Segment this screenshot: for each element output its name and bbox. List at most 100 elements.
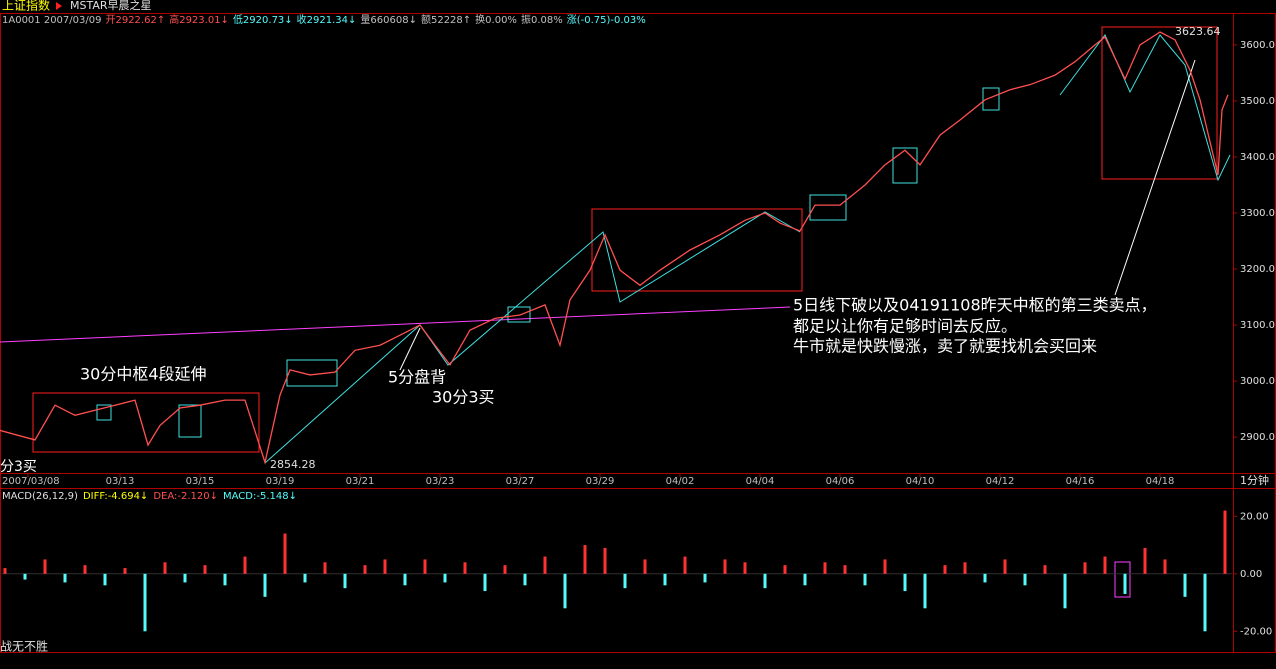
info-item: 高2923.01↓ (169, 13, 229, 26)
x-tick-label: 04/04 (746, 476, 775, 487)
macd-bar (1103, 556, 1107, 574)
info-item: 振0.08% (521, 13, 563, 26)
macd-bar (903, 573, 907, 592)
macd-bar (863, 573, 867, 586)
macd-bar (783, 565, 787, 574)
macd-bar (443, 573, 447, 583)
info-item: 额52228↑ (421, 13, 471, 26)
info-item: 1A0001 2007/03/09 (2, 15, 101, 26)
annotation: 30分中枢4段延伸 (80, 365, 207, 384)
macd-bar (1123, 573, 1127, 594)
x-tick-label: 03/15 (186, 476, 215, 487)
y-tick-label: 3300.0 (1240, 208, 1275, 219)
macd-bar (263, 573, 267, 597)
segment-line (264, 211, 801, 464)
macd-bar (283, 533, 287, 574)
macd-bar (523, 573, 527, 586)
pointer (399, 327, 421, 371)
macd-bar (1163, 559, 1167, 574)
macd-bar (1223, 510, 1227, 574)
y-tick-label: 3400.0 (1240, 152, 1275, 163)
annotation: 5分盘背 (388, 368, 446, 387)
box (1114, 561, 1131, 598)
macd-header: MACD(26,12,9) DIFF:-4.694↓ DEA:-2.120↓ MACD… (2, 491, 297, 502)
x-tick-label: 04/02 (666, 476, 695, 487)
x-tick-label: 03/21 (346, 476, 375, 487)
macd-bar (23, 573, 27, 580)
macd-bar (543, 556, 547, 574)
macd-bar (43, 559, 47, 574)
macd-bar (923, 573, 927, 609)
macd-bar (463, 562, 467, 574)
y-tick-label: 3000.0 (1240, 376, 1275, 387)
annotation: 牛市就是快跌慢涨，卖了就要找机会买回来 (793, 337, 1097, 356)
macd-bar (823, 562, 827, 574)
annotation: 都足以让你有足够时间去反应。 (793, 317, 1017, 336)
box (32, 392, 260, 453)
info-item: 低2920.73↓ (233, 13, 293, 26)
macd-bar (763, 573, 767, 589)
annotation: 5日线下破以及04191108昨天中枢的第三类卖点， (793, 296, 1157, 315)
info-item: 换0.00% (475, 13, 517, 26)
y-tick-label: 3200.0 (1240, 264, 1275, 275)
pointer (1114, 59, 1196, 296)
macd-bar (563, 573, 567, 609)
macd-bar (483, 573, 487, 592)
macd-bar (663, 573, 667, 586)
macd-bar (583, 545, 587, 574)
x-tick-label: 04/10 (906, 476, 935, 487)
box (96, 404, 112, 421)
macd-bar (743, 562, 747, 574)
trend-line (0, 306, 791, 343)
macd-bar (303, 573, 307, 583)
macd-bar (183, 573, 187, 583)
border (0, 13, 1276, 653)
info-item: 涨(-0.75)-0.03% (567, 14, 646, 26)
macd-bar (1043, 565, 1047, 574)
macd-bar (883, 559, 887, 574)
macd-bar (1063, 573, 1067, 609)
macd-bar (103, 573, 107, 586)
macd-bar (603, 547, 607, 574)
price-line (0, 31, 1229, 465)
info-line: 1A0001 2007/03/09 开2922.62↑ 高2923.01↓ 低2920… (2, 13, 646, 26)
frame (0, 13, 1276, 653)
macd-bar (503, 565, 507, 574)
macd-bar (943, 565, 947, 574)
triangle (56, 2, 62, 10)
box (1101, 26, 1218, 180)
box (507, 306, 531, 323)
y-tick-label: 0.00 (1240, 569, 1262, 580)
macd-bar (3, 568, 7, 574)
x-tick-label: 2007/03/08 (2, 476, 60, 487)
macd-bar (1023, 573, 1027, 586)
macd-bar (1203, 573, 1207, 632)
info-item: 量660608↓ (360, 14, 417, 26)
macd-bar (983, 573, 987, 583)
y-tick-label: 3500.0 (1240, 96, 1275, 107)
annotation: 2854.28 (270, 458, 316, 471)
macd-bar (163, 562, 167, 574)
macd-bar (323, 562, 327, 574)
macd-bar (843, 565, 847, 574)
box (178, 404, 202, 438)
segment-line (1059, 34, 1231, 182)
macd-bar (723, 559, 727, 574)
x-tick-label: 03/23 (426, 476, 455, 487)
macd-bar (423, 559, 427, 574)
annotation: 分3买 (0, 459, 37, 475)
macd-bar (803, 573, 807, 586)
x-tick-label: 03/27 (506, 476, 535, 487)
macd-label: DEA:-2.120↓ (153, 491, 218, 502)
macd-bar (643, 559, 647, 574)
macd-bar (143, 573, 147, 632)
macd-bar (1083, 562, 1087, 574)
y-tick-label: 20.00 (1240, 511, 1269, 522)
macd-label: MACD(26,12,9) (2, 491, 78, 502)
macd-bar (363, 565, 367, 574)
macd-bar (1003, 559, 1007, 574)
y-tick-label: -20.00 (1240, 626, 1272, 637)
small-boxes (96, 87, 1000, 438)
macd-bar (1143, 547, 1147, 574)
